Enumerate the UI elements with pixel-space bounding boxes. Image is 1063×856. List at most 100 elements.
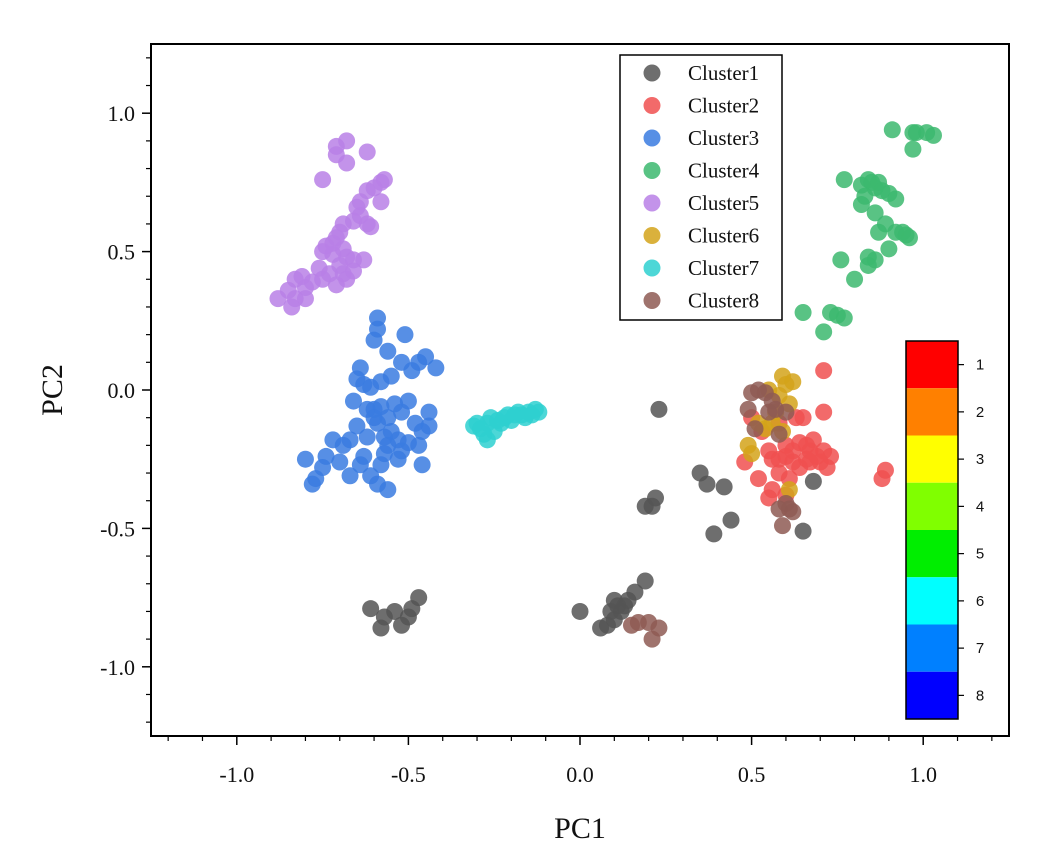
data-point	[413, 456, 431, 474]
data-point	[396, 326, 414, 344]
data-point	[794, 303, 812, 321]
data-point	[636, 572, 654, 590]
data-point	[801, 453, 819, 471]
legend-label: Cluster1	[688, 61, 759, 85]
data-point	[770, 425, 788, 443]
data-point	[379, 481, 397, 499]
data-point	[924, 126, 942, 144]
data-point	[530, 403, 548, 421]
series-cluster3	[296, 309, 445, 499]
x-tick-label: -0.5	[391, 762, 426, 787]
colorbar-label: 7	[976, 640, 984, 657]
data-point	[626, 583, 644, 601]
data-point	[705, 525, 723, 543]
data-point	[904, 140, 922, 158]
data-point	[303, 475, 321, 493]
data-point	[815, 362, 833, 380]
data-point	[324, 431, 342, 449]
data-point	[314, 171, 332, 189]
legend-label: Cluster3	[688, 126, 759, 150]
colorbar-segment	[906, 482, 958, 530]
x-tick-label: 1.0	[909, 762, 937, 787]
data-point	[365, 400, 383, 418]
data-point	[372, 619, 390, 637]
y-axis: 1.0 0.5 0.0 -0.5 -1.0	[100, 57, 151, 723]
colorbar-frame	[905, 340, 959, 720]
data-point	[427, 359, 445, 377]
legend-marker	[643, 194, 661, 212]
data-point	[283, 298, 301, 316]
data-point	[804, 431, 822, 449]
data-point	[715, 478, 733, 496]
data-point	[698, 475, 716, 493]
colorbar-segment	[906, 577, 958, 625]
series-cluster7	[465, 400, 548, 449]
data-point	[883, 121, 901, 139]
data-point	[362, 600, 380, 618]
colorbar-segment	[906, 624, 958, 672]
x-tick-label: 0.5	[738, 762, 766, 787]
data-point	[379, 436, 397, 454]
colorbar-segment	[906, 671, 958, 719]
data-point	[773, 517, 791, 535]
data-point	[622, 616, 640, 634]
legend-label: Cluster6	[688, 224, 759, 248]
data-point	[348, 417, 366, 435]
data-point	[605, 611, 623, 629]
legend-marker	[643, 129, 661, 147]
data-point	[344, 262, 362, 280]
x-tick-label: -1.0	[219, 762, 254, 787]
legend-marker	[643, 227, 661, 244]
colorbar-label: 5	[976, 546, 984, 563]
data-point	[746, 420, 764, 438]
series-cluster4	[794, 121, 942, 341]
legend-marker	[643, 162, 661, 179]
data-point	[358, 428, 376, 446]
data-point	[379, 342, 397, 360]
data-point	[417, 348, 435, 366]
data-point	[832, 251, 850, 269]
data-point	[763, 481, 781, 499]
data-point	[749, 470, 767, 488]
data-point	[815, 323, 833, 341]
data-point	[389, 450, 407, 468]
data-point	[420, 403, 438, 421]
data-point	[870, 223, 888, 241]
colorbar-segment	[906, 341, 958, 389]
data-point	[338, 132, 356, 150]
data-point	[770, 500, 788, 518]
data-point	[760, 442, 778, 460]
data-point	[822, 447, 840, 465]
data-point	[386, 602, 404, 620]
data-point	[835, 171, 853, 189]
data-point	[420, 417, 438, 435]
series-cluster1	[362, 400, 822, 637]
y-tick-label: 0.0	[108, 378, 136, 403]
data-point	[468, 414, 486, 432]
data-point	[365, 331, 383, 349]
data-point	[269, 290, 287, 308]
data-point	[355, 251, 373, 269]
colorbar-label: 1	[976, 357, 984, 374]
data-point	[743, 445, 761, 463]
y-axis-title: PC2	[36, 364, 69, 416]
colorbar-label: 6	[976, 593, 984, 610]
data-point	[341, 467, 359, 485]
data-point	[739, 400, 757, 418]
data-point	[722, 511, 740, 529]
data-point	[880, 240, 898, 258]
data-point	[478, 431, 496, 449]
data-point	[399, 392, 417, 410]
colorbar: 1 2 3 4 5 6 7 8	[905, 340, 984, 720]
data-point	[393, 353, 411, 371]
x-tick-label: 0.0	[566, 762, 594, 787]
data-point	[866, 204, 884, 222]
data-point	[650, 619, 668, 637]
data-point	[887, 190, 905, 208]
plot-frame	[150, 43, 1010, 737]
legend-label: Cluster5	[688, 191, 759, 215]
data-point	[410, 589, 428, 607]
legend-marker	[643, 64, 661, 82]
legend-label: Cluster4	[688, 159, 760, 183]
